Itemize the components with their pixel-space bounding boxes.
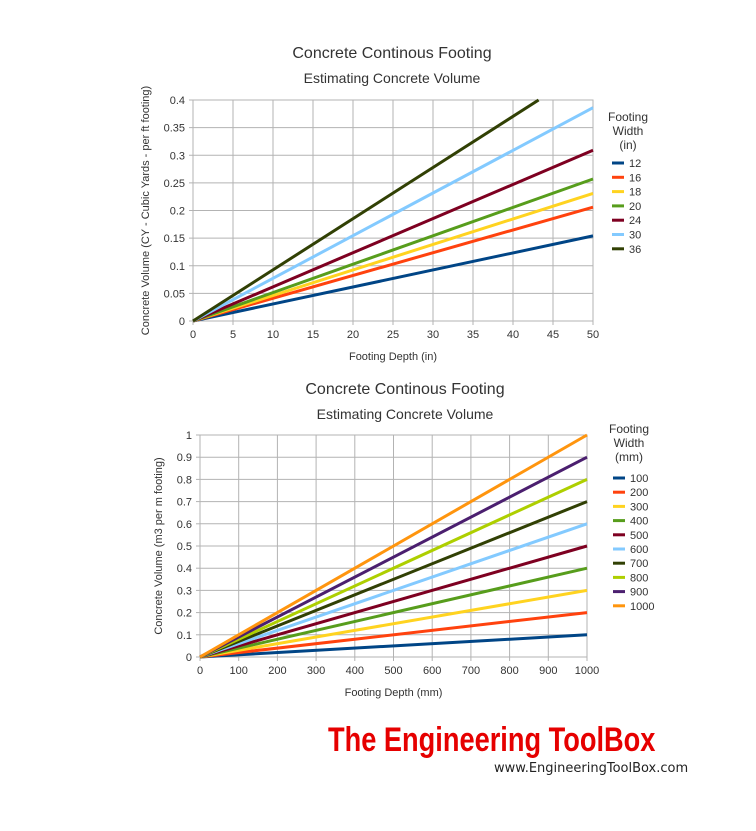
series-line-16: [192, 205, 594, 323]
chart-svg: Concrete Continous Footing Estimating Con…: [153, 381, 654, 699]
y-tick-label: 0.9: [177, 452, 192, 464]
legend-label: 24: [629, 215, 641, 227]
legend-label: 100: [630, 473, 648, 485]
y-tick-label: 0.35: [164, 123, 185, 135]
x-tick-label: 35: [467, 329, 479, 341]
y-tick-label: 0.1: [170, 261, 185, 273]
y-tick-label: 0.3: [170, 150, 185, 162]
series-line-30: [192, 106, 594, 323]
series-line-18: [192, 191, 594, 323]
y-tick-label: 1: [186, 430, 192, 442]
legend-label: 20: [629, 201, 641, 213]
series-line-12: [192, 234, 594, 323]
x-tick-label: 1000: [575, 665, 599, 677]
series-line-1000: [199, 433, 588, 659]
x-axis-label: Footing Depth (mm): [345, 687, 443, 699]
brand-logo-text: The Engineering ToolBox: [328, 721, 656, 759]
legend-title: Footing: [608, 110, 648, 124]
x-tick-label: 400: [346, 665, 364, 677]
x-tick-label: 50: [587, 329, 599, 341]
y-tick-label: 0.15: [164, 233, 185, 245]
legend-label: 600: [630, 544, 648, 556]
x-tick-label: 800: [500, 665, 518, 677]
x-tick-label: 600: [423, 665, 441, 677]
y-tick-label: 0.8: [177, 474, 192, 486]
x-tick-label: 900: [539, 665, 557, 677]
y-tick-label: 0.2: [177, 608, 192, 620]
y-tick-label: 0: [186, 652, 192, 664]
x-tick-label: 10: [267, 329, 279, 341]
x-tick-label: 0: [197, 665, 203, 677]
branding: The Engineering ToolBox www.EngineeringT…: [0, 715, 756, 795]
y-tick-label: 0.1: [177, 630, 192, 642]
x-tick-label: 200: [268, 665, 286, 677]
x-tick-label: 30: [427, 329, 439, 341]
legend-label: 30: [629, 230, 641, 242]
x-tick-label: 40: [507, 329, 519, 341]
y-tick-label: 0.2: [170, 206, 185, 218]
chart-imperial: Concrete Continous Footing Estimating Con…: [0, 0, 756, 370]
x-tick-label: 700: [462, 665, 480, 677]
y-tick-label: 0.6: [177, 519, 192, 531]
x-axis-label: Footing Depth (in): [349, 351, 437, 363]
legend-label: 800: [630, 572, 648, 584]
x-tick-label: 25: [387, 329, 399, 341]
legend-label: 700: [630, 558, 648, 570]
legend-title: (mm): [615, 450, 643, 464]
chart-subtitle: Estimating Concrete Volume: [317, 406, 494, 422]
series-line-20: [192, 177, 594, 323]
legend-title: Width: [614, 436, 645, 450]
legend-label: 900: [630, 587, 648, 599]
x-tick-label: 100: [230, 665, 248, 677]
chart-title: Concrete Continous Footing: [305, 381, 504, 398]
series-line-400: [199, 566, 588, 659]
series-line-24: [192, 148, 594, 323]
series-line-200: [199, 611, 588, 659]
x-tick-label: 0: [190, 329, 196, 341]
legend-label: 500: [630, 530, 648, 542]
chart-title: Concrete Continous Footing: [292, 45, 491, 62]
legend-label: 200: [630, 487, 648, 499]
series-line-900: [199, 455, 588, 659]
y-axis-label: Concrete Volume (m3 per m footing): [153, 457, 165, 634]
series-line-800: [199, 478, 588, 659]
y-tick-label: 0.4: [177, 563, 192, 575]
y-tick-label: 0.05: [164, 288, 185, 300]
chart-subtitle: Estimating Concrete Volume: [304, 70, 481, 86]
y-tick-label: 0.25: [164, 178, 185, 190]
legend-label: 400: [630, 516, 648, 528]
series-line-600: [199, 522, 588, 659]
legend-label: 16: [629, 172, 641, 184]
y-tick-label: 0: [179, 316, 185, 328]
legend-label: 1000: [630, 601, 654, 613]
chart-metric: Concrete Continous Footing Estimating Con…: [0, 370, 756, 710]
x-tick-label: 20: [347, 329, 359, 341]
legend-title: (in): [619, 138, 636, 152]
legend-label: 12: [629, 158, 641, 170]
legend-title: Footing: [609, 422, 649, 436]
y-tick-label: 0.4: [170, 95, 185, 107]
legend-title: Width: [613, 124, 644, 138]
brand-url[interactable]: www.EngineeringToolBox.com: [494, 761, 689, 776]
legend-label: 18: [629, 187, 641, 199]
legend-label: 300: [630, 501, 648, 513]
series-line-500: [199, 544, 588, 659]
series-line-700: [199, 500, 588, 659]
series-line-300: [199, 588, 588, 659]
y-tick-label: 0.5: [177, 541, 192, 553]
y-axis-label: Concrete Volume (CY - Cubic Yards - per …: [140, 86, 152, 335]
series-line-36: [192, 98, 540, 323]
x-tick-label: 5: [230, 329, 236, 341]
chart-svg: Concrete Continous Footing Estimating Con…: [140, 45, 648, 363]
series-line-100: [199, 633, 588, 659]
y-tick-label: 0.3: [177, 585, 192, 597]
x-tick-label: 45: [547, 329, 559, 341]
x-tick-label: 500: [384, 665, 402, 677]
legend-label: 36: [629, 244, 641, 256]
x-tick-label: 300: [307, 665, 325, 677]
y-tick-label: 0.7: [177, 497, 192, 509]
x-tick-label: 15: [307, 329, 319, 341]
